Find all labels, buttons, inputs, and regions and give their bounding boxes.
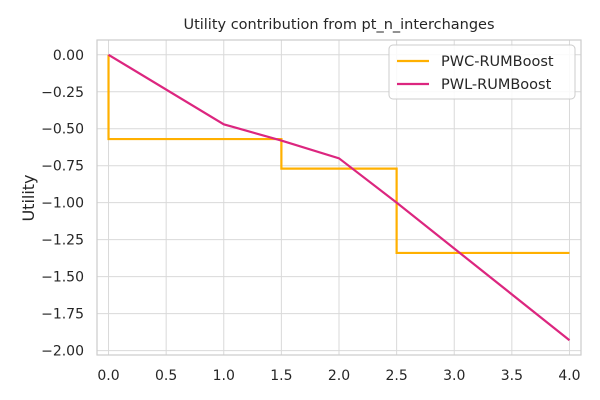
y-tick-label: −2.00 bbox=[41, 344, 84, 360]
legend-label: PWL-RUMBoost bbox=[441, 77, 552, 93]
y-axis-label: Utility bbox=[19, 174, 38, 221]
y-tick-label: −0.50 bbox=[41, 122, 84, 138]
x-tick-label: 0.0 bbox=[97, 368, 119, 384]
y-tick-label: −1.75 bbox=[41, 307, 84, 323]
series-line-pwc-rumboost bbox=[107, 54, 570, 255]
tick-labels: 0.0 0.5 1.0 1.5 2.0 2.5 3.0 3.5 4.0 0.00 −0.25 −0.5… bbox=[41, 48, 581, 384]
y-tick-label: −1.50 bbox=[41, 270, 84, 286]
legend: PWC-RUMBoost PWL-RUMBoost bbox=[388, 44, 576, 100]
y-tick-label: −1.00 bbox=[41, 196, 84, 212]
legend-label: PWC-RUMBoost bbox=[441, 54, 554, 70]
series-layer bbox=[107, 53, 571, 342]
legend-box bbox=[388, 44, 576, 100]
y-tick-label: 0.00 bbox=[53, 48, 84, 64]
x-tick-label: 2.0 bbox=[328, 368, 350, 384]
x-tick-label: 4.0 bbox=[558, 368, 580, 384]
x-tick-label: 1.0 bbox=[213, 368, 235, 384]
x-tick-label: 3.5 bbox=[501, 368, 523, 384]
chart-title: Utility contribution from pt_n_interchan… bbox=[183, 17, 494, 33]
y-tick-label: −0.75 bbox=[41, 159, 84, 175]
plot-area-frame bbox=[96, 39, 582, 356]
x-tick-label: 3.0 bbox=[443, 368, 465, 384]
x-tick-label: 2.5 bbox=[385, 368, 407, 384]
y-tick-label: −1.25 bbox=[41, 233, 84, 249]
x-tick-label: 0.5 bbox=[155, 368, 177, 384]
y-tick-label: −0.25 bbox=[41, 85, 84, 101]
series-line-pwl-rumboost bbox=[107, 53, 571, 342]
x-tick-label: 1.5 bbox=[270, 368, 292, 384]
